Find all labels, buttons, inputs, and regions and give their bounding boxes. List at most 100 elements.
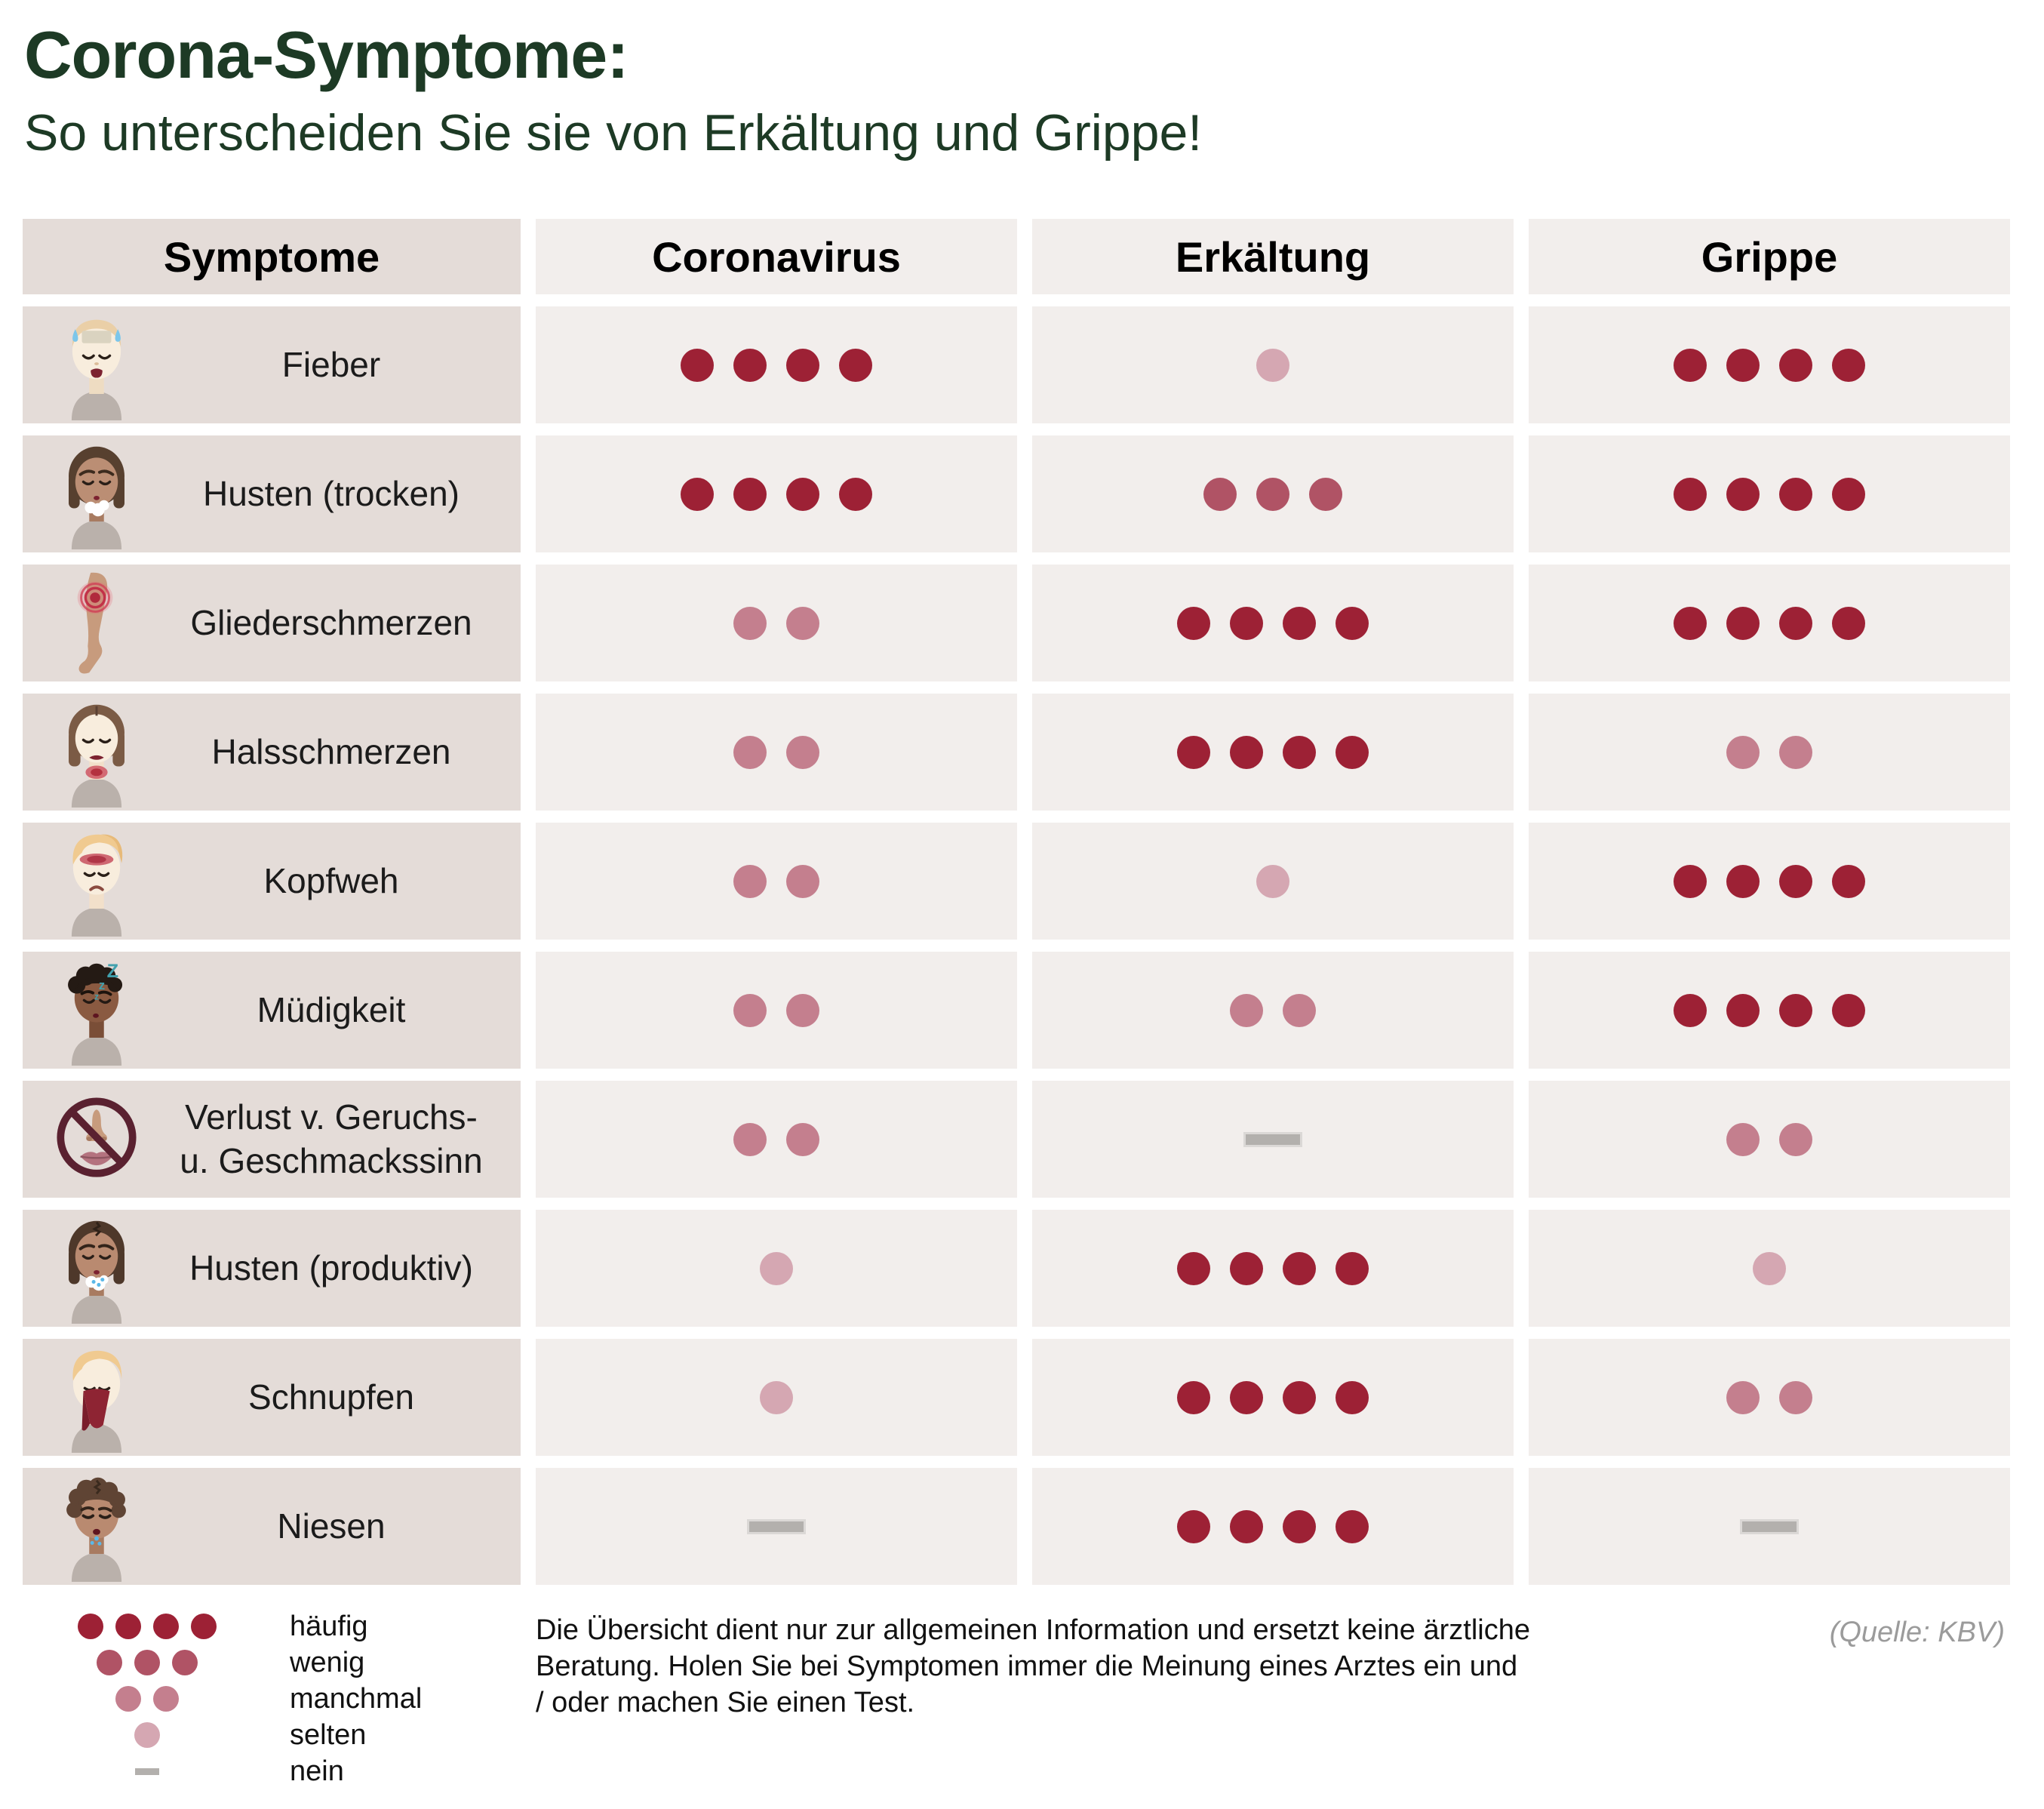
symptom-cell: Husten (trocken) bbox=[23, 435, 521, 552]
frequency-cell-grippe bbox=[1529, 1081, 2010, 1198]
frequency-cell-grippe bbox=[1529, 435, 2010, 552]
disclaimer-text: Die Übersicht dient nur zur allgemeinen … bbox=[536, 1614, 1530, 1718]
frequency-dot bbox=[1177, 1509, 1210, 1543]
frequency-cell-coronavirus bbox=[536, 565, 1017, 681]
symptom-label: Gliederschmerzen bbox=[190, 602, 472, 642]
frequency-cell-grippe bbox=[1529, 694, 2010, 811]
frequency-dot bbox=[1832, 348, 1865, 382]
frequency-dot bbox=[786, 735, 819, 769]
frequency-dot bbox=[1283, 1380, 1316, 1414]
frequency-dot bbox=[1832, 864, 1865, 898]
frequency-dot bbox=[1779, 348, 1812, 382]
frequency-dot bbox=[1203, 477, 1237, 511]
table-row: Niesen bbox=[23, 1468, 2010, 1585]
frequency-dot bbox=[733, 1122, 767, 1156]
symptom-cell: Kopfweh bbox=[23, 823, 521, 940]
frequency-cell-coronavirus bbox=[536, 1339, 1017, 1456]
frequency-dot bbox=[1230, 1251, 1263, 1285]
frequency-dot bbox=[1726, 735, 1760, 769]
frequency-cell-grippe bbox=[1529, 1339, 2010, 1456]
productive-cough-icon bbox=[33, 1210, 160, 1327]
source-credit: (Quelle: KBV) bbox=[1829, 1617, 2005, 1648]
frequency-cell-grippe bbox=[1529, 952, 2010, 1069]
frequency-cell-grippe bbox=[1529, 306, 2010, 423]
symptom-label: Müdigkeit bbox=[257, 989, 406, 1029]
frequency-dot bbox=[1256, 477, 1289, 511]
header-coronavirus: Coronavirus bbox=[536, 219, 1017, 294]
page-header: Corona-Symptome: So unterscheiden Sie si… bbox=[24, 17, 1202, 162]
frequency-dot bbox=[1283, 993, 1316, 1027]
frequency-dot bbox=[1177, 1380, 1210, 1414]
frequency-dot bbox=[1177, 606, 1210, 640]
symptom-cell: Niesen bbox=[23, 1468, 521, 1585]
frequency-dot bbox=[78, 1614, 103, 1639]
frequency-dot bbox=[1177, 1251, 1210, 1285]
svg-text:z: z bbox=[99, 977, 105, 992]
legend-label: häufig bbox=[290, 1610, 368, 1642]
frequency-dot bbox=[1726, 864, 1760, 898]
symptom-comparison-table: Symptome Coronavirus Erkältung Grippe Fi… bbox=[23, 219, 2010, 1585]
frequency-dot bbox=[733, 348, 767, 382]
frequency-cell-erkaeltung bbox=[1032, 565, 1514, 681]
frequency-cell-coronavirus bbox=[536, 694, 1017, 811]
frequency-cell-grippe bbox=[1529, 1468, 2010, 1585]
frequency-dot bbox=[1336, 1509, 1369, 1543]
frequency-cell-erkaeltung bbox=[1032, 435, 1514, 552]
frequency-cell-coronavirus bbox=[536, 1210, 1017, 1327]
frequency-dot bbox=[1832, 993, 1865, 1027]
frequency-dot bbox=[1674, 348, 1707, 382]
frequency-dot bbox=[1336, 735, 1369, 769]
frequency-dot bbox=[1309, 477, 1342, 511]
headache-icon bbox=[33, 823, 160, 940]
frequency-dot bbox=[115, 1614, 141, 1639]
frequency-dot bbox=[1177, 735, 1210, 769]
frequency-dot bbox=[1779, 477, 1812, 511]
runny-nose-icon bbox=[33, 1339, 160, 1456]
legend-label: wenig bbox=[290, 1646, 365, 1678]
legend-label: selten bbox=[290, 1718, 367, 1751]
symptom-cell: Halsschmerzen bbox=[23, 694, 521, 811]
frequency-dot bbox=[1674, 477, 1707, 511]
frequency-dot bbox=[786, 1122, 819, 1156]
frequency-cell-grippe bbox=[1529, 565, 2010, 681]
loss-of-smell-icon bbox=[33, 1081, 160, 1198]
frequency-dot bbox=[786, 348, 819, 382]
frequency-dot bbox=[1230, 1509, 1263, 1543]
frequency-cell-coronavirus bbox=[536, 1081, 1017, 1198]
frequency-dot bbox=[733, 864, 767, 898]
frequency-dot bbox=[1336, 1380, 1369, 1414]
header-grippe: Grippe bbox=[1529, 219, 2010, 294]
symptom-cell: Fieber bbox=[23, 306, 521, 423]
frequency-dot bbox=[1726, 993, 1760, 1027]
no-symptom-dash bbox=[747, 1518, 806, 1534]
frequency-cell-coronavirus bbox=[536, 306, 1017, 423]
legend-symbol bbox=[23, 1686, 272, 1712]
sore-throat-icon bbox=[33, 694, 160, 811]
frequency-dot bbox=[1230, 993, 1263, 1027]
symptom-label: Husten (trocken) bbox=[202, 473, 460, 513]
symptom-label: Kopfweh bbox=[263, 860, 399, 900]
frequency-dot bbox=[1779, 864, 1812, 898]
frequency-cell-erkaeltung bbox=[1032, 1210, 1514, 1327]
no-symptom-dash bbox=[1243, 1131, 1302, 1147]
frequency-cell-grippe bbox=[1529, 823, 2010, 940]
symptom-label: Verlust v. Geruchs- u. Geschmackssinn bbox=[180, 1097, 483, 1180]
page-subtitle: So unterscheiden Sie sie von Erkältung u… bbox=[24, 104, 1203, 162]
frequency-dot bbox=[733, 477, 767, 511]
table-row: Husten (produktiv) bbox=[23, 1210, 2010, 1327]
frequency-dot bbox=[1726, 1380, 1760, 1414]
frequency-dot bbox=[1256, 864, 1289, 898]
frequency-dot bbox=[1283, 1509, 1316, 1543]
symptom-label: Schnupfen bbox=[248, 1377, 414, 1417]
table-row: Halsschmerzen bbox=[23, 694, 2010, 811]
frequency-dot bbox=[1336, 1251, 1369, 1285]
legend: häufig wenig manchmal selten nein bbox=[23, 1610, 422, 1787]
frequency-dot bbox=[97, 1650, 122, 1675]
frequency-dot bbox=[1726, 348, 1760, 382]
frequency-cell-coronavirus bbox=[536, 823, 1017, 940]
symptom-cell: Husten (produktiv) bbox=[23, 1210, 521, 1327]
frequency-cell-erkaeltung bbox=[1032, 306, 1514, 423]
symptom-label: Fieber bbox=[281, 344, 381, 384]
frequency-cell-coronavirus bbox=[536, 952, 1017, 1069]
